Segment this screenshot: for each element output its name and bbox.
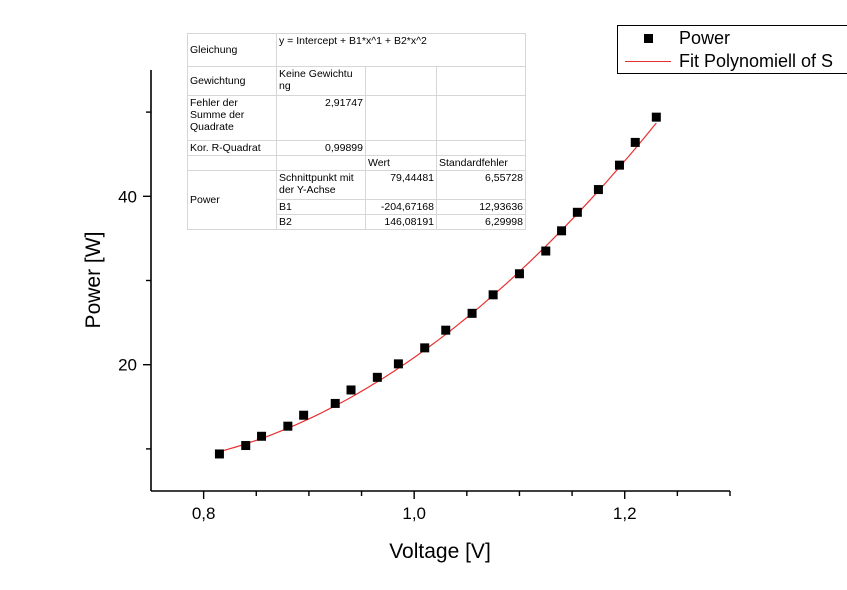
legend-label-fit: Fit Polynomiell of S	[679, 50, 834, 71]
data-point	[630, 137, 640, 147]
y-tick-label: 20	[118, 356, 137, 375]
x-tick-label: 1,2	[613, 504, 637, 523]
legend-item-power: Power	[618, 27, 730, 49]
stats-row-weighting: Gewichtung Keine Gewichtu ng	[187, 66, 526, 96]
data-points	[214, 112, 661, 459]
group-label: Power	[187, 170, 277, 230]
sse-label: Fehler der Summe der Quadrate	[187, 95, 277, 141]
x-tick-label: 0,8	[192, 504, 216, 523]
data-point	[541, 246, 551, 256]
stats-row-b1: B1 -204,67168 12,93636	[188, 199, 526, 215]
chart-legend: Power Fit Polynomiell of S	[617, 25, 847, 74]
stats-row-r2: Kor. R-Quadrat 0,99899	[187, 140, 526, 156]
data-point	[393, 359, 403, 369]
legend-label-power: Power	[679, 27, 731, 48]
sse-value: 2,91747	[276, 95, 366, 141]
stats-empty-cell	[436, 66, 526, 96]
column-header-value: Wert	[365, 155, 437, 171]
stats-row-b2: B2 146,08191 6,29998	[188, 214, 526, 230]
regression-stats-table: Gleichung y = Intercept + B1*x^1 + B2*x^…	[187, 33, 526, 230]
x-tick-label: 1,0	[402, 504, 426, 523]
data-point	[257, 431, 267, 441]
stats-empty-cell	[365, 95, 437, 141]
param-name: B2	[276, 214, 366, 230]
data-point	[283, 421, 293, 431]
stats-empty-cell	[187, 155, 277, 171]
data-point	[651, 112, 661, 122]
param-name: Schnittpunkt mit der Y-Achse	[276, 170, 366, 200]
y-axis-label: Power [W]	[82, 232, 105, 329]
data-point	[557, 226, 567, 236]
data-point	[441, 325, 451, 335]
stats-empty-cell	[365, 140, 437, 156]
y-tick-label: 40	[118, 187, 137, 206]
param-error: 6,29998	[436, 214, 526, 230]
equation-value: y = Intercept + B1*x^1 + B2*x^2	[276, 33, 526, 67]
data-point	[346, 385, 356, 395]
square-marker-icon	[644, 33, 653, 43]
stats-empty-cell	[436, 140, 526, 156]
red-line-icon	[625, 60, 671, 62]
r2-label: Kor. R-Quadrat	[187, 140, 277, 156]
tick-labels: 0,8 1,0 1,2 20 40	[118, 187, 636, 523]
data-point	[299, 410, 309, 420]
data-point	[593, 185, 603, 195]
data-point	[488, 290, 498, 300]
param-value: 79,44481	[365, 170, 437, 200]
data-point	[514, 269, 524, 279]
column-header-error: Standardfehler	[436, 155, 526, 171]
stats-row-intercept: Power Schnittpunkt mit der Y-Achse 79,44…	[187, 170, 526, 230]
weighting-value: Keine Gewichtu ng	[276, 66, 366, 96]
param-error: 12,93636	[436, 199, 526, 215]
param-value: -204,67168	[365, 199, 437, 215]
data-point	[214, 449, 224, 459]
stats-row-column-headers: Wert Standardfehler	[187, 155, 526, 171]
equation-label: Gleichung	[187, 33, 277, 67]
data-point	[467, 308, 477, 318]
data-point	[372, 372, 382, 382]
legend-item-fit: Fit Polynomiell of S	[618, 50, 833, 72]
x-axis-label: Voltage [V]	[389, 540, 491, 563]
weighting-label: Gewichtung	[187, 66, 277, 96]
stats-empty-cell	[365, 66, 437, 96]
param-name: B1	[276, 199, 366, 215]
stats-row-equation: Gleichung y = Intercept + B1*x^1 + B2*x^…	[187, 33, 526, 67]
param-error: 6,55728	[436, 170, 526, 200]
r2-value: 0,99899	[276, 140, 366, 156]
data-point	[241, 441, 251, 451]
data-point	[614, 160, 624, 170]
axes	[143, 70, 731, 499]
data-point	[330, 398, 340, 408]
data-point	[572, 207, 582, 217]
param-value: 146,08191	[365, 214, 437, 230]
stats-empty-cell	[436, 95, 526, 141]
data-point	[420, 343, 430, 353]
stats-empty-cell	[276, 155, 366, 171]
stats-row-sse: Fehler der Summe der Quadrate 2,91747	[187, 95, 526, 141]
